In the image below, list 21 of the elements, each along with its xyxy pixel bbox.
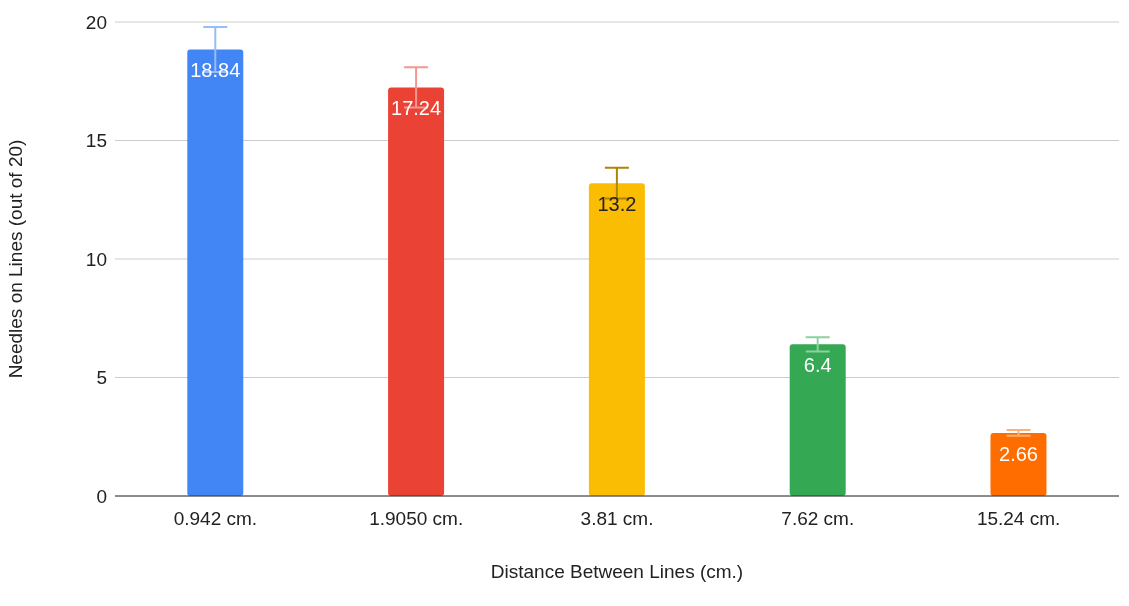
y-tick-label: 0 bbox=[96, 485, 107, 507]
data-label: 6.4 bbox=[803, 354, 832, 377]
bar bbox=[388, 87, 445, 496]
y-axis-title: Needles on Lines (out of 20) bbox=[4, 139, 26, 379]
bar bbox=[588, 183, 645, 496]
data-label: 2.66 bbox=[999, 442, 1038, 465]
x-tick-label: 0.942 cm. bbox=[173, 508, 258, 530]
data-label: 13.2 bbox=[597, 193, 637, 216]
x-tick-label: 1.9050 cm. bbox=[369, 508, 464, 530]
x-tick-label: 7.62 cm. bbox=[781, 508, 855, 530]
data-label: 18.84 bbox=[190, 59, 241, 82]
bar bbox=[789, 344, 846, 496]
bar bbox=[187, 49, 244, 496]
x-axis-title: Distance Between Lines (cm.) bbox=[490, 561, 744, 582]
y-tick-label: 5 bbox=[96, 367, 107, 389]
y-tick-label: 10 bbox=[85, 248, 107, 270]
y-tick-label: 15 bbox=[85, 130, 107, 152]
x-tick-label: 15.24 cm. bbox=[976, 508, 1061, 530]
y-tick-label: 20 bbox=[85, 11, 107, 33]
data-label: 17.24 bbox=[391, 97, 442, 120]
x-tick-label: 3.81 cm. bbox=[580, 508, 654, 530]
